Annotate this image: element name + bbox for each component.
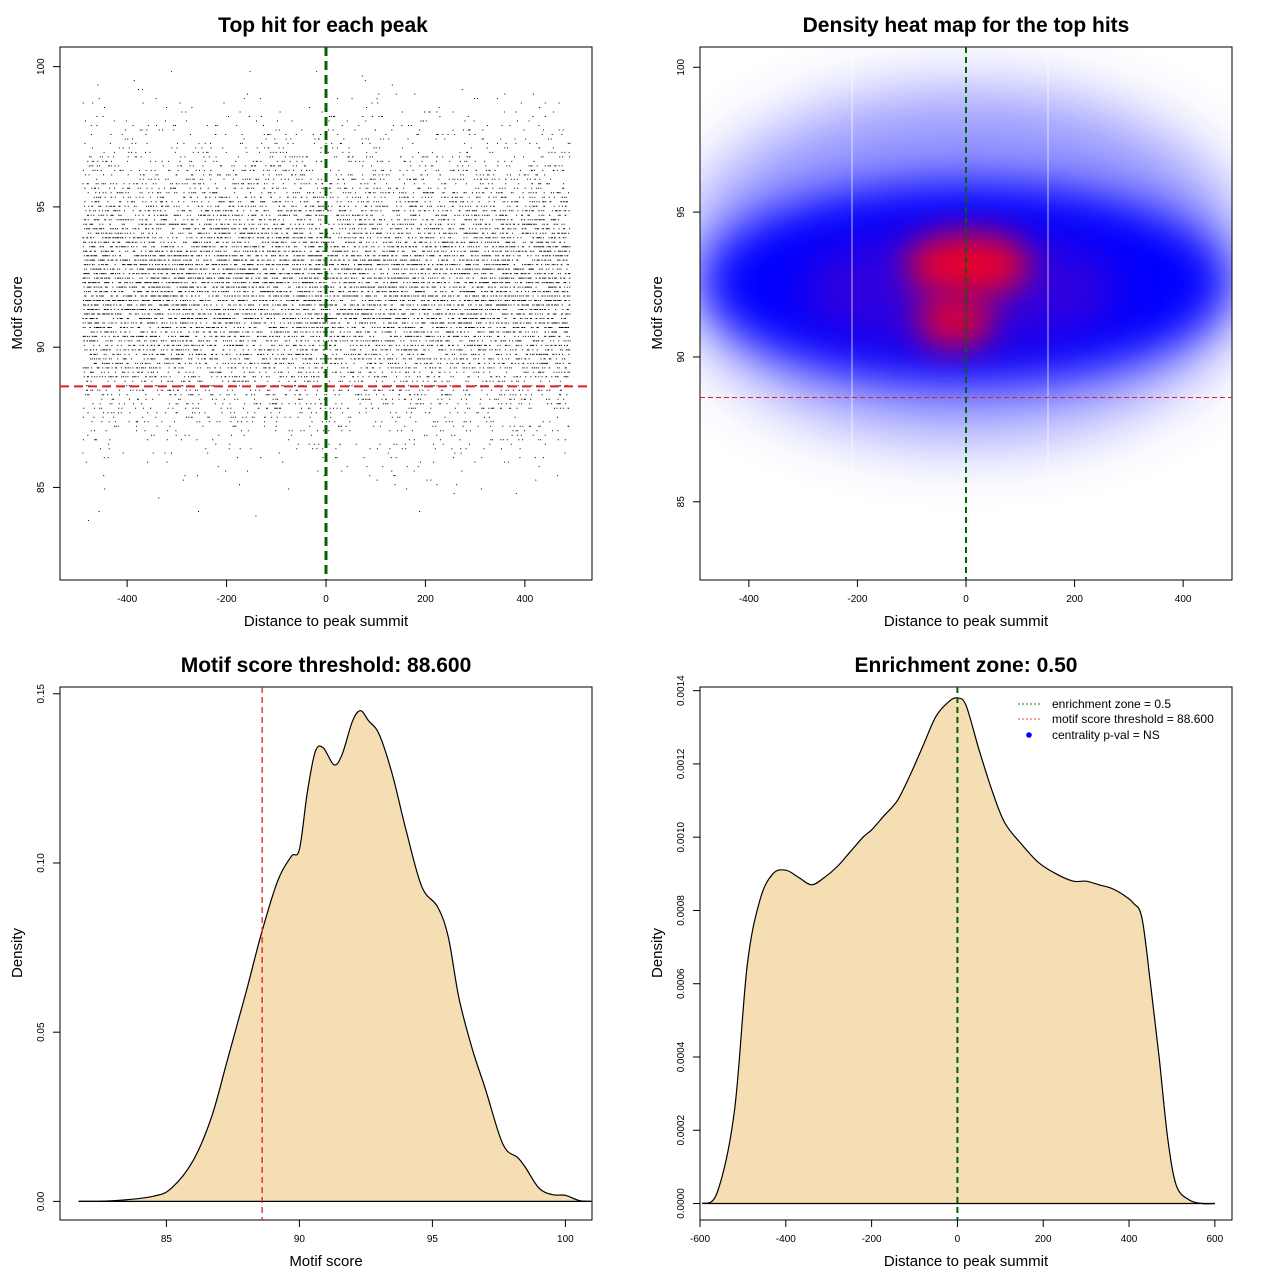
x-axis-label: Distance to peak summit <box>244 613 409 630</box>
chart-title: Motif score threshold: 88.600 <box>181 654 472 677</box>
x-tick-label: -400 <box>739 594 759 605</box>
y-tick-label: 0.0008 <box>676 895 687 926</box>
x-tick-label: -400 <box>117 594 137 605</box>
panel-distance-density: -600 -400 -200 0 200 400 600 0.0000 0.0002 0.0004… <box>649 654 1233 1270</box>
x-tick-label: -200 <box>217 594 237 605</box>
axes: -400 -200 0 200 400 85 90 95 100 <box>676 58 1192 605</box>
density-heatmap <box>700 47 1232 580</box>
x-tick-label: 400 <box>1175 594 1192 605</box>
density-curve <box>701 697 1215 1205</box>
density-fill <box>78 710 593 1202</box>
chart-title: Density heat map for the top hits <box>803 14 1130 37</box>
density-curve <box>78 710 593 1202</box>
x-tick-label: -400 <box>776 1234 796 1245</box>
y-tick-label: 90 <box>676 351 687 363</box>
y-tick-label: 85 <box>36 481 47 493</box>
y-tick-label: 0.15 <box>36 684 47 704</box>
legend-point-centrality <box>1026 732 1032 738</box>
legend: enrichment zone = 0.5 motif score thresh… <box>1018 697 1214 742</box>
density-area <box>701 697 1215 1205</box>
x-tick-label: 0 <box>955 1234 961 1245</box>
heat-peak-lower <box>917 292 993 348</box>
x-axis-label: Distance to peak summit <box>884 613 1049 630</box>
x-tick-label: 85 <box>161 1234 173 1245</box>
scatter-points <box>82 71 571 521</box>
y-tick-label: 0.0006 <box>676 968 687 999</box>
axes: 85 90 95 100 0.00 0.05 0.10 0.15 <box>36 684 574 1245</box>
y-tick-label: 0.0004 <box>676 1041 687 1072</box>
y-axis-label: Density <box>9 927 26 978</box>
legend-label: motif score threshold = 88.600 <box>1052 712 1214 726</box>
reference-lines <box>60 47 592 580</box>
y-tick-label: 95 <box>676 206 687 218</box>
x-tick-label: 100 <box>557 1234 574 1245</box>
y-axis-label: Motif score <box>9 276 26 349</box>
panel-score-density: 85 90 95 100 0.00 0.05 0.10 0.15 Motif score th… <box>9 654 593 1270</box>
x-tick-label: -200 <box>847 594 867 605</box>
y-tick-label: 0.00 <box>36 1191 47 1211</box>
y-axis-label: Density <box>649 927 666 978</box>
x-axis-label: Distance to peak summit <box>884 1253 1049 1270</box>
y-tick-label: 100 <box>676 58 687 75</box>
y-tick-label: 90 <box>36 341 47 353</box>
y-tick-label: 0.0012 <box>676 748 687 779</box>
density-area <box>78 710 593 1202</box>
heat-peak-upper <box>906 233 1030 297</box>
legend-label: enrichment zone = 0.5 <box>1052 697 1171 711</box>
x-tick-label: 400 <box>1121 1234 1138 1245</box>
x-tick-label: -200 <box>862 1234 882 1245</box>
axes: -400 -200 0 200 400 85 90 95 100 <box>36 58 534 605</box>
y-tick-label: 95 <box>36 201 47 213</box>
x-tick-label: 600 <box>1206 1234 1223 1245</box>
y-tick-label: 85 <box>676 496 687 508</box>
x-tick-label: 200 <box>1035 1234 1052 1245</box>
density-fill <box>702 697 1215 1204</box>
panel-heatmap: -400 -200 0 200 400 85 90 95 100 Density heat ma… <box>649 14 1233 630</box>
x-tick-label: 200 <box>417 594 434 605</box>
y-tick-label: 0.10 <box>36 853 47 873</box>
y-axis-label: Motif score <box>649 276 666 349</box>
legend-label: centrality p-val = NS <box>1052 728 1160 742</box>
y-tick-label: 0.0000 <box>676 1188 687 1219</box>
reference-lines <box>700 47 1232 580</box>
x-tick-label: 0 <box>963 594 969 605</box>
x-tick-label: 90 <box>294 1234 306 1245</box>
y-tick-label: 100 <box>36 58 47 75</box>
x-tick-label: 200 <box>1066 594 1083 605</box>
y-tick-label: 0.0014 <box>676 675 687 706</box>
panel-scatter: -400 -200 0 200 400 85 90 95 100 Top hit for eac… <box>9 14 593 630</box>
x-tick-label: 95 <box>427 1234 439 1245</box>
chart-title: Enrichment zone: 0.50 <box>855 654 1078 677</box>
y-tick-label: 0.05 <box>36 1022 47 1042</box>
x-tick-label: 0 <box>323 594 329 605</box>
x-tick-label: -600 <box>690 1234 710 1245</box>
y-tick-label: 0.0002 <box>676 1115 687 1146</box>
y-tick-label: 0.0010 <box>676 821 687 852</box>
chart-title: Top hit for each peak <box>218 14 428 37</box>
x-tick-label: 400 <box>517 594 534 605</box>
x-axis-label: Motif score <box>289 1253 362 1270</box>
scatter-point-cloud <box>82 71 571 521</box>
